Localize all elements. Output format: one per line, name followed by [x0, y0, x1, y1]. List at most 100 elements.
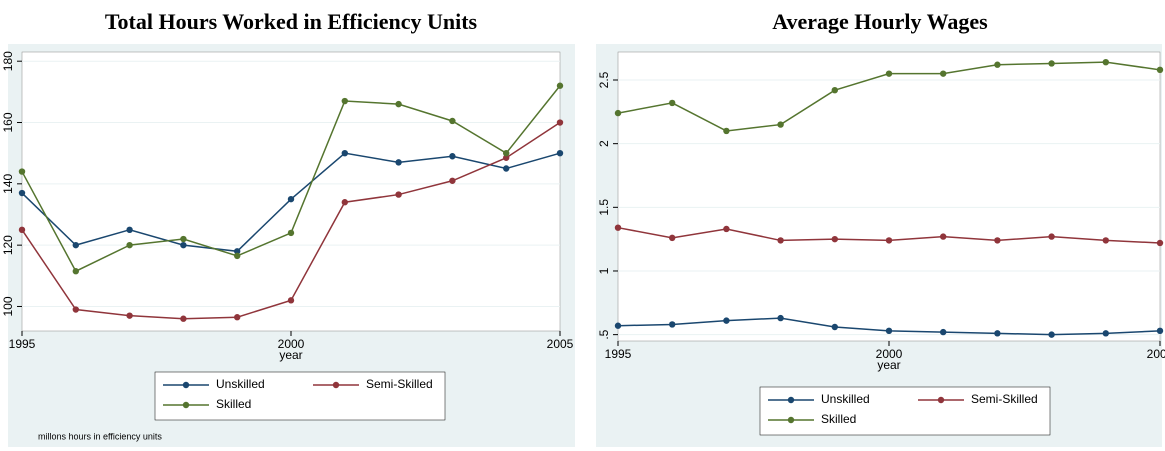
data-point [777, 237, 784, 244]
data-point [72, 306, 80, 313]
legend-marker [182, 401, 190, 409]
data-point [556, 149, 564, 157]
data-point [556, 119, 564, 126]
data-point [940, 233, 947, 240]
note: millons hours in efficiency units [38, 431, 162, 441]
x-tick-label: 2000 [876, 347, 903, 361]
data-point [669, 99, 676, 107]
data-point [831, 86, 838, 94]
x-axis-label: year [877, 358, 900, 372]
data-point [994, 330, 1001, 337]
legend-marker [787, 416, 795, 424]
data-point [1048, 60, 1055, 67]
data-point [885, 70, 893, 77]
data-point [777, 314, 784, 322]
legend-label: Semi-Skilled [971, 392, 1038, 406]
chart-panel: Total Hours Worked in Efficiency Units 10… [1, 9, 575, 447]
data-point [940, 70, 947, 77]
y-tick-label: 180 [1, 51, 15, 71]
legend-marker [182, 381, 190, 389]
x-tick-label: 2005 [547, 337, 574, 351]
data-point [614, 109, 622, 117]
data-point [72, 241, 80, 249]
y-tick-label: 100 [1, 296, 15, 316]
data-point [126, 241, 133, 249]
data-point [287, 297, 295, 304]
legend-label: Skilled [821, 412, 856, 426]
data-point [449, 117, 456, 125]
data-point [449, 153, 456, 160]
data-point [180, 315, 187, 322]
data-point [831, 235, 838, 243]
data-point [614, 224, 622, 231]
data-point [1048, 233, 1055, 240]
data-point [18, 226, 26, 234]
data-point [395, 100, 402, 108]
data-point [503, 149, 510, 157]
data-point [180, 241, 187, 249]
x-axis-label: year [279, 348, 302, 362]
data-point [395, 191, 402, 198]
data-point [234, 252, 241, 260]
y-tick-label: 140 [1, 174, 15, 194]
legend-marker [332, 381, 340, 389]
data-point [126, 312, 133, 319]
legend-label: Unskilled [821, 392, 870, 406]
y-tick-label: 120 [1, 235, 15, 255]
legend-label: Skilled [216, 397, 251, 411]
y-tick-label: 2 [597, 140, 611, 147]
data-point [1156, 66, 1164, 74]
chart-panel: Average Hourly Wages .5 1 1.5 2 2.5 1995 2000 20… [596, 9, 1165, 447]
data-point [503, 154, 510, 161]
plot-area [617, 51, 1161, 342]
data-point [341, 97, 348, 105]
y-tick-label: 1 [597, 267, 611, 274]
data-point [287, 229, 295, 237]
data-point [72, 268, 80, 275]
data-point [777, 121, 784, 128]
y-tick-label: 2.5 [597, 71, 611, 88]
data-point [1156, 239, 1164, 247]
data-point [723, 225, 730, 233]
data-point [1102, 237, 1110, 244]
legend-marker [937, 396, 945, 404]
plot-area [21, 51, 561, 332]
y-tick-label: 1.5 [597, 199, 611, 216]
data-point [18, 168, 26, 175]
data-point [18, 189, 26, 197]
data-point [669, 234, 676, 242]
data-point [234, 248, 241, 255]
data-point [503, 165, 510, 172]
data-point [1048, 331, 1055, 338]
data-point [1156, 327, 1164, 335]
y-tick-label: .5 [597, 329, 611, 339]
data-point [1102, 330, 1110, 337]
data-point [723, 127, 730, 135]
chart-title: Average Hourly Wages [772, 9, 988, 34]
data-point [669, 321, 676, 328]
data-point [341, 199, 348, 206]
x-tick-label: 2000 [278, 337, 305, 351]
data-point [395, 159, 402, 166]
data-point [885, 327, 893, 335]
data-point [1102, 58, 1110, 66]
x-tick-label: 1995 [9, 337, 36, 351]
data-point [234, 314, 241, 321]
x-tick-label: 2005 [1147, 347, 1165, 361]
y-tick-label: 160 [1, 112, 15, 132]
data-point [831, 323, 838, 331]
legend-box [759, 386, 1051, 436]
chart-title: Total Hours Worked in Efficiency Units [105, 9, 478, 34]
data-point [994, 61, 1001, 68]
legend-box [154, 371, 446, 421]
legend-marker [787, 396, 795, 404]
data-point [614, 322, 622, 329]
data-point [994, 237, 1001, 244]
data-point [180, 235, 187, 243]
data-point [341, 149, 348, 157]
data-point [940, 328, 947, 336]
data-point [449, 177, 456, 184]
data-point [723, 317, 730, 324]
x-tick-label: 1995 [605, 347, 632, 361]
